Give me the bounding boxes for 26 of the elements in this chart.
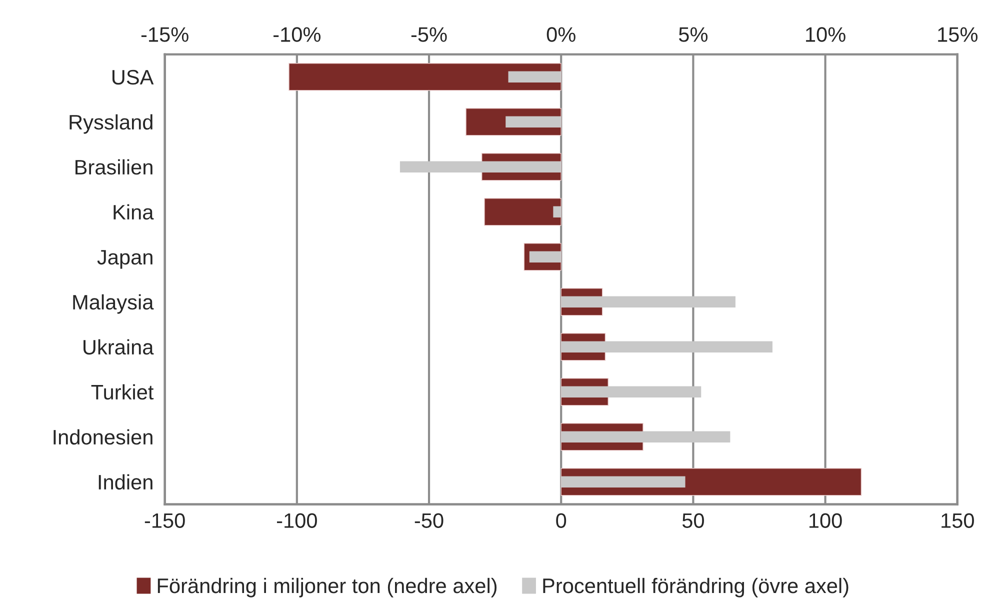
x-tick-label: -100 [277, 513, 317, 528]
y-tick-label: Turkiet [91, 384, 154, 400]
x2-tick-label: -10% [274, 27, 320, 42]
y-tick-label: Malaysia [73, 294, 154, 314]
legend-label: Procentuell förändring (övre axel) [543, 578, 848, 598]
y-tick-label: Indien [98, 474, 152, 490]
x2-tick-label: -15% [141, 27, 188, 42]
x-tick-label: 100 [810, 513, 842, 528]
y-tick-label: USA [112, 70, 154, 85]
x-tick-label: 50 [682, 513, 704, 528]
x2-tick-label: 0% [546, 27, 576, 42]
x-tick-label: 150 [942, 513, 974, 528]
x2-tick-label: 5% [678, 27, 708, 42]
y-tick-label: Brasilien [76, 159, 152, 175]
y-tick-label: Japan [97, 250, 152, 269]
x2-tick-label: -5% [411, 27, 447, 42]
x2-tick-label: 10% [806, 27, 846, 42]
x-tick-label: 0 [556, 513, 566, 528]
legend-label: Förändring i miljoner ton (nedre axel) [158, 578, 497, 598]
y-tick-label: Kina [114, 204, 154, 220]
y-tick-label: Indonesien [54, 429, 152, 445]
y-tick-label: Ryssland [70, 114, 152, 134]
x-tick-label: -150 [144, 513, 185, 528]
x-tick-label: -50 [414, 513, 444, 528]
y-tick-label: Ukraina [84, 339, 154, 355]
x2-tick-label: 15% [938, 27, 978, 42]
